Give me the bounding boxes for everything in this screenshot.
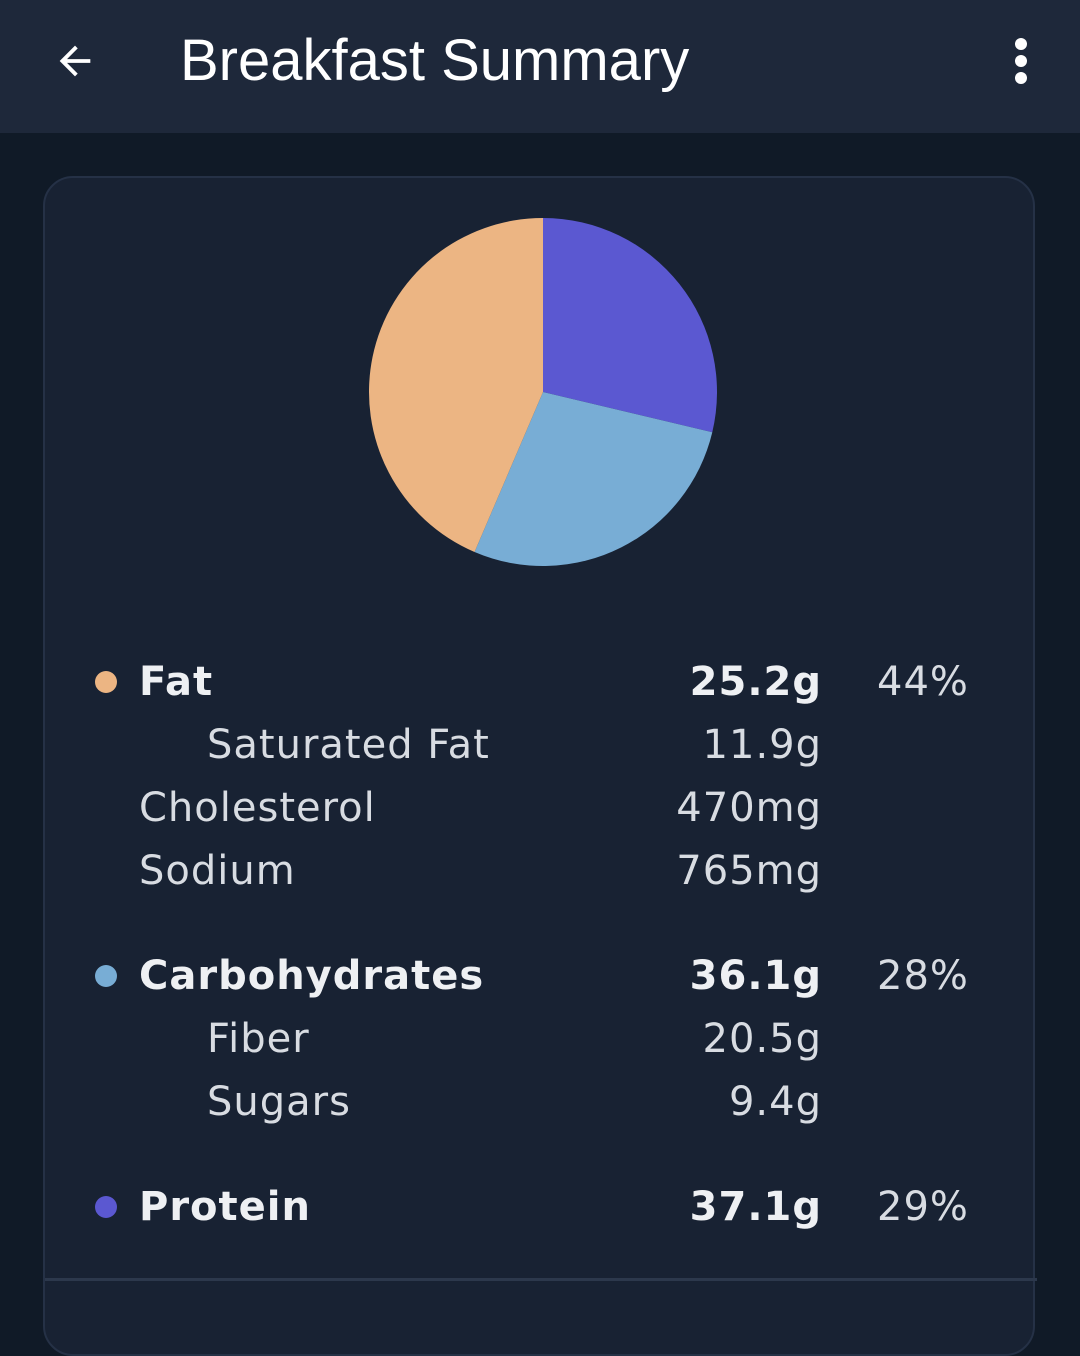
protein-label: Protein [139,1184,311,1230]
cholesterol-label: Cholesterol [139,785,376,831]
pie-slice-fat [369,218,543,552]
pie-slice-carbohydrates [474,392,713,566]
fat-amount: 25.2g [689,659,822,705]
fiber-label: Fiber [207,1016,310,1062]
saturated-fat-label: Saturated Fat [207,722,490,768]
sugars-label: Sugars [207,1079,351,1125]
carbohydrates-label: Carbohydrates [139,953,485,999]
protein-amount: 37.1g [689,1184,822,1230]
saturated-fat-amount: 11.9g [702,722,822,768]
more-options-button[interactable] [990,24,1052,98]
nutrient-row-sodium: Sodium 765mg [45,843,1037,899]
nutrition-card: Fat 25.2g 44% Saturated Fat 11.9g Choles… [43,176,1037,1356]
fiber-amount: 20.5g [702,1016,822,1062]
cholesterol-amount: 470mg [676,785,822,831]
app-bar: Breakfast Summary [0,0,1080,133]
nutrient-row-fat: Fat 25.2g 44% [45,654,1037,710]
carbohydrates-percent: 28% [877,953,969,999]
macro-pie-chart [369,218,717,566]
nutrient-row-carbohydrates: Carbohydrates 36.1g 28% [45,948,1037,1004]
card-divider [45,1278,1037,1281]
page-title: Breakfast Summary [180,28,690,93]
arrow-back-icon [59,45,91,77]
back-button[interactable] [38,24,112,98]
sugars-amount: 9.4g [728,1079,822,1125]
carbohydrates-amount: 36.1g [689,953,822,999]
fat-percent: 44% [877,659,969,705]
more-vert-icon [1015,38,1027,84]
pie-slice-protein [543,218,717,433]
sodium-amount: 765mg [676,848,822,894]
nutrient-row-sugars: Sugars 9.4g [45,1074,1037,1130]
fat-legend-dot [95,671,117,693]
protein-legend-dot [95,1196,117,1218]
protein-percent: 29% [877,1184,969,1230]
nutrient-row-saturated-fat: Saturated Fat 11.9g [45,717,1037,773]
nutrient-row-fiber: Fiber 20.5g [45,1011,1037,1067]
fat-label: Fat [139,659,214,705]
nutrient-row-protein: Protein 37.1g 29% [45,1179,1037,1235]
carbohydrates-legend-dot [95,965,117,987]
nutrient-row-cholesterol: Cholesterol 470mg [45,780,1037,836]
sodium-label: Sodium [139,848,296,894]
